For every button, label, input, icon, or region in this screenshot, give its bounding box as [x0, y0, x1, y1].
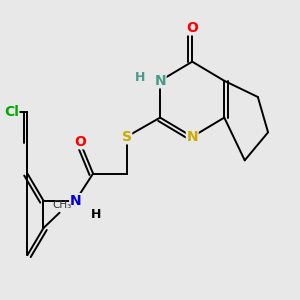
- Text: H: H: [135, 71, 146, 84]
- Text: Cl: Cl: [4, 105, 19, 119]
- Text: H: H: [91, 208, 101, 221]
- Text: N: N: [186, 130, 198, 144]
- Text: CH₃: CH₃: [53, 200, 72, 210]
- Text: N: N: [154, 74, 166, 88]
- Text: S: S: [122, 130, 132, 144]
- Text: O: O: [186, 21, 198, 35]
- Text: O: O: [74, 135, 86, 149]
- Text: N: N: [70, 194, 81, 208]
